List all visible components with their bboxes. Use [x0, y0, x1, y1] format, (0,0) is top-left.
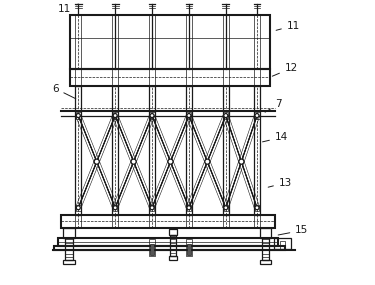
Text: 6: 6 [52, 84, 76, 99]
Bar [75, 86, 81, 215]
Bar [254, 86, 260, 215]
Circle shape [187, 206, 191, 210]
Circle shape [255, 113, 259, 117]
Bar [112, 86, 118, 215]
Circle shape [113, 206, 117, 210]
Bar [58, 237, 278, 246]
Circle shape [76, 113, 80, 117]
Bar [150, 244, 154, 255]
Circle shape [94, 159, 99, 164]
Circle shape [150, 113, 154, 117]
Bar [150, 112, 154, 119]
Circle shape [131, 159, 136, 164]
Circle shape [113, 113, 117, 117]
Bar [76, 205, 81, 211]
Bar [54, 246, 285, 250]
Bar [61, 215, 275, 228]
Circle shape [76, 206, 80, 210]
Circle shape [239, 159, 244, 164]
Bar [187, 244, 191, 255]
Circle shape [255, 206, 259, 210]
Bar [254, 112, 260, 119]
Bar [63, 260, 75, 264]
Bar [223, 86, 229, 215]
Bar [186, 239, 192, 256]
Text: 13: 13 [268, 178, 292, 188]
Circle shape [168, 159, 173, 164]
Bar [186, 112, 192, 119]
Bar [169, 229, 177, 235]
Bar [149, 239, 155, 256]
Bar [255, 205, 259, 211]
Bar [70, 15, 270, 69]
Bar [169, 256, 177, 260]
Text: 12: 12 [272, 63, 298, 76]
Text: 15: 15 [278, 225, 309, 235]
Bar [113, 205, 117, 211]
Text: 14: 14 [262, 133, 288, 142]
Bar [260, 228, 271, 237]
Bar [223, 112, 228, 119]
Circle shape [205, 159, 210, 164]
Bar [65, 237, 73, 260]
Text: 11: 11 [276, 21, 300, 31]
Bar [186, 86, 192, 215]
Bar [149, 86, 155, 215]
Bar [70, 69, 270, 86]
Circle shape [224, 206, 228, 210]
Bar [63, 228, 75, 237]
Bar [150, 205, 154, 211]
Bar [187, 205, 191, 211]
Bar [170, 235, 176, 256]
Bar [280, 241, 285, 249]
Bar [260, 260, 271, 264]
Circle shape [150, 206, 154, 210]
Bar [274, 237, 291, 249]
Bar [76, 112, 81, 119]
Bar [262, 237, 269, 260]
Bar [224, 205, 228, 211]
Text: 7: 7 [265, 99, 282, 112]
Circle shape [224, 113, 228, 117]
Circle shape [187, 113, 191, 117]
Bar [112, 112, 118, 119]
Text: 11: 11 [58, 4, 78, 14]
